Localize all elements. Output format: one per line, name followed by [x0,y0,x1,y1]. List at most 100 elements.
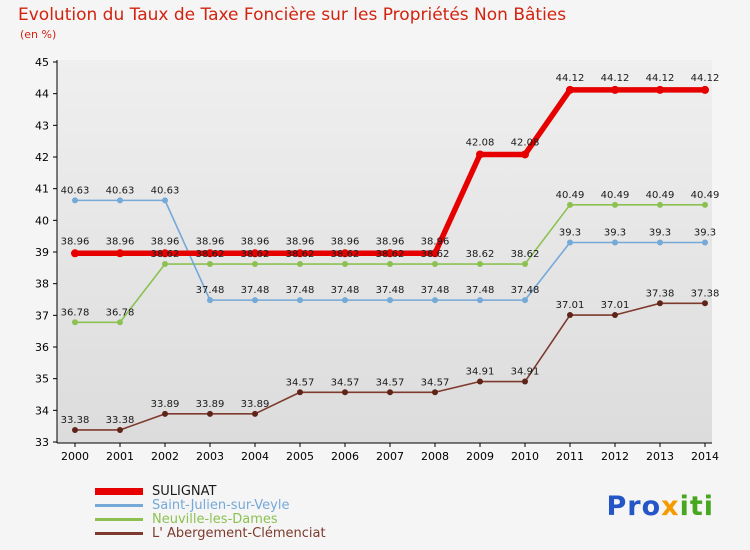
svg-text:33.89: 33.89 [196,399,225,410]
svg-text:38.62: 38.62 [376,249,405,260]
svg-text:2009: 2009 [466,450,494,463]
svg-text:34.91: 34.91 [466,367,495,378]
svg-text:38.96: 38.96 [196,236,225,247]
svg-text:42.08: 42.08 [466,137,495,148]
logo-part-x: x [661,491,680,522]
svg-text:2000: 2000 [61,450,89,463]
axes [53,60,712,447]
svg-text:37.38: 37.38 [646,288,675,299]
svg-text:40.63: 40.63 [106,185,135,196]
svg-text:44.12: 44.12 [646,73,675,84]
svg-text:38.96: 38.96 [106,236,135,247]
svg-text:37.48: 37.48 [286,285,315,296]
svg-text:2014: 2014 [691,450,719,463]
legend-swatch-abergement [95,531,143,535]
svg-text:37.48: 37.48 [511,285,540,296]
svg-text:44.12: 44.12 [691,73,720,84]
svg-text:37.01: 37.01 [556,300,585,311]
svg-text:36: 36 [35,341,49,354]
svg-text:34.57: 34.57 [376,377,405,388]
svg-text:33.38: 33.38 [61,415,90,426]
svg-text:37.48: 37.48 [376,285,405,296]
legend-item-neuville: Neuville-les-Dames [95,512,326,526]
svg-text:38.62: 38.62 [151,249,180,260]
svg-text:2007: 2007 [376,450,404,463]
legend-label-neuville: Neuville-les-Dames [152,511,278,527]
svg-text:33: 33 [35,436,49,449]
svg-text:33.89: 33.89 [151,399,180,410]
value-labels: 38.96 38.96 38.96 38.96 38.96 38.96 38.96 38.96… [61,73,720,426]
svg-text:2013: 2013 [646,450,674,463]
svg-text:40.63: 40.63 [61,185,90,196]
svg-text:34.57: 34.57 [421,377,450,388]
svg-text:2005: 2005 [286,450,314,463]
svg-text:2006: 2006 [331,450,359,463]
svg-text:44.12: 44.12 [556,73,585,84]
legend-item-sulignat: SULIGNAT [95,484,326,498]
svg-text:41: 41 [35,183,49,196]
svg-text:38.96: 38.96 [241,236,270,247]
svg-text:37.48: 37.48 [421,285,450,296]
legend-label-sulignat: SULIGNAT [152,483,217,499]
svg-text:40.49: 40.49 [646,190,675,201]
tick-labels: 33 34 35 36 37 38 39 40 41 42 43 44 45 2000 2001 2002 20… [35,56,719,463]
svg-text:34.57: 34.57 [331,377,360,388]
svg-text:36.78: 36.78 [61,307,90,318]
legend-swatch-sulignat [95,487,143,495]
svg-text:38.62: 38.62 [511,249,540,260]
svg-text:39.3: 39.3 [559,228,581,239]
svg-text:40.49: 40.49 [691,190,720,201]
legend-swatch-saint-julien [95,503,143,507]
svg-text:39.3: 39.3 [604,228,626,239]
svg-text:37.48: 37.48 [466,285,495,296]
logo-part-iti: iti [679,491,714,522]
series-Neuville-les-Dames [72,201,708,326]
svg-text:38.96: 38.96 [151,236,180,247]
svg-text:36.78: 36.78 [106,307,135,318]
svg-text:39: 39 [35,246,49,259]
svg-text:38.62: 38.62 [196,249,225,260]
svg-text:43: 43 [35,119,49,132]
proxiti-logo: Proxiti [607,491,715,522]
svg-text:39.3: 39.3 [694,228,716,239]
svg-text:45: 45 [35,56,49,69]
svg-text:2002: 2002 [151,450,179,463]
legend: SULIGNAT Saint-Julien-sur-Veyle Neuville… [95,484,326,540]
svg-text:37: 37 [35,309,49,322]
svg-text:2001: 2001 [106,450,134,463]
svg-text:40.63: 40.63 [151,185,180,196]
svg-text:38.96: 38.96 [331,236,360,247]
svg-text:44.12: 44.12 [601,73,630,84]
svg-text:39.3: 39.3 [649,228,671,239]
svg-text:42.08: 42.08 [511,137,540,148]
svg-text:33.38: 33.38 [106,415,135,426]
svg-text:38.96: 38.96 [286,236,315,247]
svg-text:37.01: 37.01 [601,300,630,311]
svg-text:35: 35 [35,373,49,386]
svg-text:2010: 2010 [511,450,539,463]
svg-text:40: 40 [35,214,49,227]
series-SULIGNAT [71,85,709,258]
series-Saint-Julien-sur-Veyle [72,197,708,304]
svg-text:37.48: 37.48 [196,285,225,296]
svg-text:44: 44 [35,88,49,101]
svg-text:2012: 2012 [601,450,629,463]
svg-text:2003: 2003 [196,450,224,463]
legend-item-abergement: L' Abergement-Clémenciat [95,526,326,540]
chart-svg: 33 34 35 36 37 38 39 40 41 42 43 44 45 2000 2001 2002 20… [35,56,720,463]
legend-label-abergement: L' Abergement-Clémenciat [152,525,326,541]
svg-text:33.89: 33.89 [241,399,270,410]
svg-text:38.62: 38.62 [421,249,450,260]
svg-text:40.49: 40.49 [556,190,585,201]
legend-item-saint-julien: Saint-Julien-sur-Veyle [95,498,326,512]
svg-text:38.96: 38.96 [376,236,405,247]
legend-swatch-neuville [95,517,143,521]
svg-text:37.48: 37.48 [331,285,360,296]
svg-text:38.62: 38.62 [286,249,315,260]
svg-text:38.96: 38.96 [61,236,90,247]
svg-text:37.48: 37.48 [241,285,270,296]
svg-text:40.49: 40.49 [601,190,630,201]
svg-text:2011: 2011 [556,450,584,463]
svg-text:34.91: 34.91 [511,367,540,378]
